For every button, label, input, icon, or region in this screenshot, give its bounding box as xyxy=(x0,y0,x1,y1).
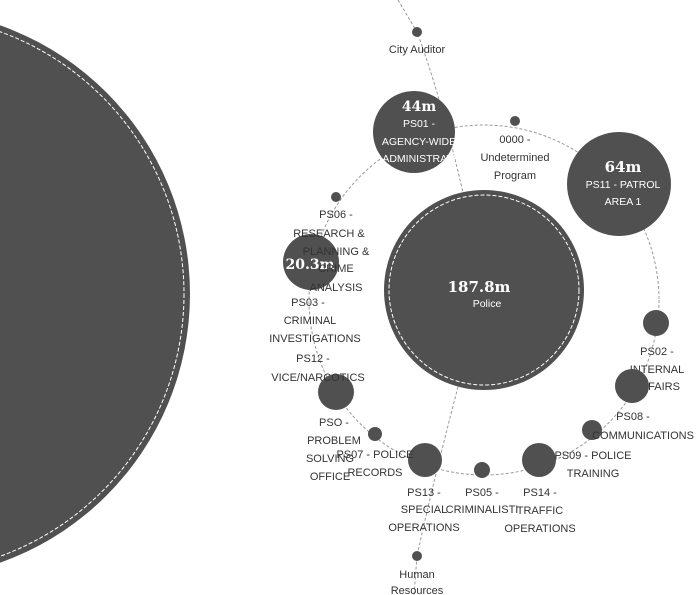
program-ps03-name-2: CRIMINAL xyxy=(284,315,337,327)
program-p0000-name-1: 0000 - xyxy=(499,134,531,146)
program-ps02-name-2: INTERNAL xyxy=(630,364,684,376)
program-p0000-name-3: Program xyxy=(494,170,536,182)
human-resources-label-line2: Resources xyxy=(391,585,444,595)
program-ps06-name-4: CRIME xyxy=(318,263,353,275)
program-ps11-value: 64m xyxy=(605,158,642,176)
program-ps05[interactable]: PS05 - CRIMINALISTI xyxy=(446,462,519,516)
program-ps14-name-2: TRAFFIC xyxy=(517,505,563,517)
root-node[interactable] xyxy=(0,9,190,579)
program-ps11-name-2: AREA 1 xyxy=(605,196,642,208)
program-pso-name-2: PROBLEM xyxy=(307,435,361,447)
program-ps07[interactable]: PS07 - POLICE RECORDS xyxy=(336,427,414,479)
link-to-city-auditor xyxy=(397,0,485,291)
program-ps11-name-1: PS11 - PATROL xyxy=(586,179,661,191)
program-ps06[interactable]: 20.3m PS06 - RESEARCH & PLANNING & CRIME… xyxy=(283,192,370,294)
police-value: 187.8m xyxy=(448,278,511,296)
program-pso-name-3: SOLVING xyxy=(306,453,354,465)
program-ps12-name-1: PS12 - xyxy=(296,353,330,365)
program-ps01-name-2: AGENCY-WIDE xyxy=(382,136,456,148)
program-ps01[interactable]: 44m PS01 - AGENCY-WIDE ADMINISTRATI xyxy=(373,91,456,173)
program-ps09-circle[interactable] xyxy=(522,443,556,477)
program-ps03-name-1: PS03 - xyxy=(291,297,325,309)
program-ps05-name-2: CRIMINALISTI xyxy=(446,504,519,516)
program-ps03[interactable]: PS03 - CRIMINAL INVESTIGATIONS xyxy=(269,297,360,345)
human-resources-node[interactable]: Human Resources xyxy=(391,551,444,595)
link-lines xyxy=(308,0,660,595)
program-ps07-name-1: PS07 - POLICE xyxy=(336,449,413,461)
program-ps05-circle[interactable] xyxy=(474,462,490,478)
program-ps12-name-2: VICE/NARCOTICS xyxy=(271,372,365,384)
program-ps08-large-circle[interactable] xyxy=(615,369,649,403)
police-node[interactable]: 187.8m Police xyxy=(384,190,584,390)
program-ps06-circle[interactable] xyxy=(283,234,339,290)
program-ps07-circle[interactable] xyxy=(368,427,382,441)
program-ps06-name-2: RESEARCH & xyxy=(293,228,365,240)
program-ps06-dot[interactable] xyxy=(331,192,341,202)
city-auditor-node[interactable]: City Auditor xyxy=(389,27,446,56)
program-p0000-dot[interactable] xyxy=(510,116,520,126)
program-ps02-circle[interactable] xyxy=(643,310,669,336)
program-ps07-name-2: RECORDS xyxy=(347,467,402,479)
program-ps13-circle[interactable] xyxy=(408,443,442,477)
program-ps08-circle-group[interactable] xyxy=(615,369,649,403)
program-ps14-name-1: PS14 - xyxy=(523,487,557,499)
program-ps13-name-3: OPERATIONS xyxy=(388,522,459,534)
program-ps08-name-1: PS08 - xyxy=(616,411,650,423)
program-ps03-name-3: INVESTIGATIONS xyxy=(269,333,360,345)
root-inner-ring xyxy=(0,31,185,557)
police-inner-ring xyxy=(388,194,580,386)
human-resources-label-line1: Human xyxy=(399,569,434,581)
program-ps09-name-1: PS09 - POLICE xyxy=(554,450,631,462)
program-ps08-circle[interactable] xyxy=(582,420,602,440)
program-ps05-name-1: PS05 - xyxy=(465,487,499,499)
program-ps01-name-1: PS01 - xyxy=(403,118,436,130)
program-ps14-name-3: OPERATIONS xyxy=(504,523,575,535)
program-ps06-name-3: PLANNING & xyxy=(303,246,370,258)
police-circle[interactable] xyxy=(384,190,584,390)
program-ps06-name-1: PS06 - xyxy=(319,209,353,221)
program-ps02-name-1: PS02 - xyxy=(640,346,674,358)
program-ps06-value: 20.3m xyxy=(286,257,335,273)
city-auditor-dot[interactable] xyxy=(412,27,422,37)
program-ps11[interactable]: 64m PS11 - PATROL AREA 1 xyxy=(567,132,671,236)
program-ps01-value: 44m xyxy=(402,99,436,115)
program-ps11-circle[interactable] xyxy=(567,132,671,236)
program-pso[interactable]: PSO - PROBLEM SOLVING OFFICE xyxy=(306,374,361,483)
program-ps09-name-2: TRAINING xyxy=(567,468,620,480)
program-ps01-name-3: ADMINISTRATI xyxy=(382,153,455,165)
program-p0000[interactable]: 0000 - Undetermined Program xyxy=(480,116,550,182)
program-ps14[interactable]: PS14 - TRAFFIC OPERATIONS xyxy=(504,487,575,535)
police-name: Police xyxy=(473,298,502,310)
link-to-human-resources xyxy=(413,289,485,595)
program-pso-name-1: PSO - xyxy=(319,417,349,429)
program-orbit xyxy=(308,124,660,476)
program-ps13-name-2: SPECIAL xyxy=(401,504,447,516)
program-ps12[interactable]: PS12 - VICE/NARCOTICS xyxy=(271,353,365,384)
root-circle[interactable] xyxy=(0,9,190,579)
program-ps13-name-1: PS13 - xyxy=(407,487,441,499)
program-ps08[interactable]: PS08 - COMMUNICATIONS xyxy=(582,411,694,442)
program-ps06-name-5: ANALYSIS xyxy=(310,282,363,294)
program-pso-circle[interactable] xyxy=(318,374,354,410)
program-ps09[interactable]: PS09 - POLICE TRAINING xyxy=(522,443,632,480)
program-ps08-name-2: COMMUNICATIONS xyxy=(592,430,694,442)
program-ps01-circle[interactable] xyxy=(373,91,455,173)
program-p0000-name-2: Undetermined xyxy=(480,152,549,164)
city-auditor-label: City Auditor xyxy=(389,44,446,56)
program-ps13[interactable]: PS13 - SPECIAL OPERATIONS xyxy=(388,443,460,534)
human-resources-dot[interactable] xyxy=(412,551,422,561)
program-pso-name-4: OFFICE xyxy=(310,471,350,483)
